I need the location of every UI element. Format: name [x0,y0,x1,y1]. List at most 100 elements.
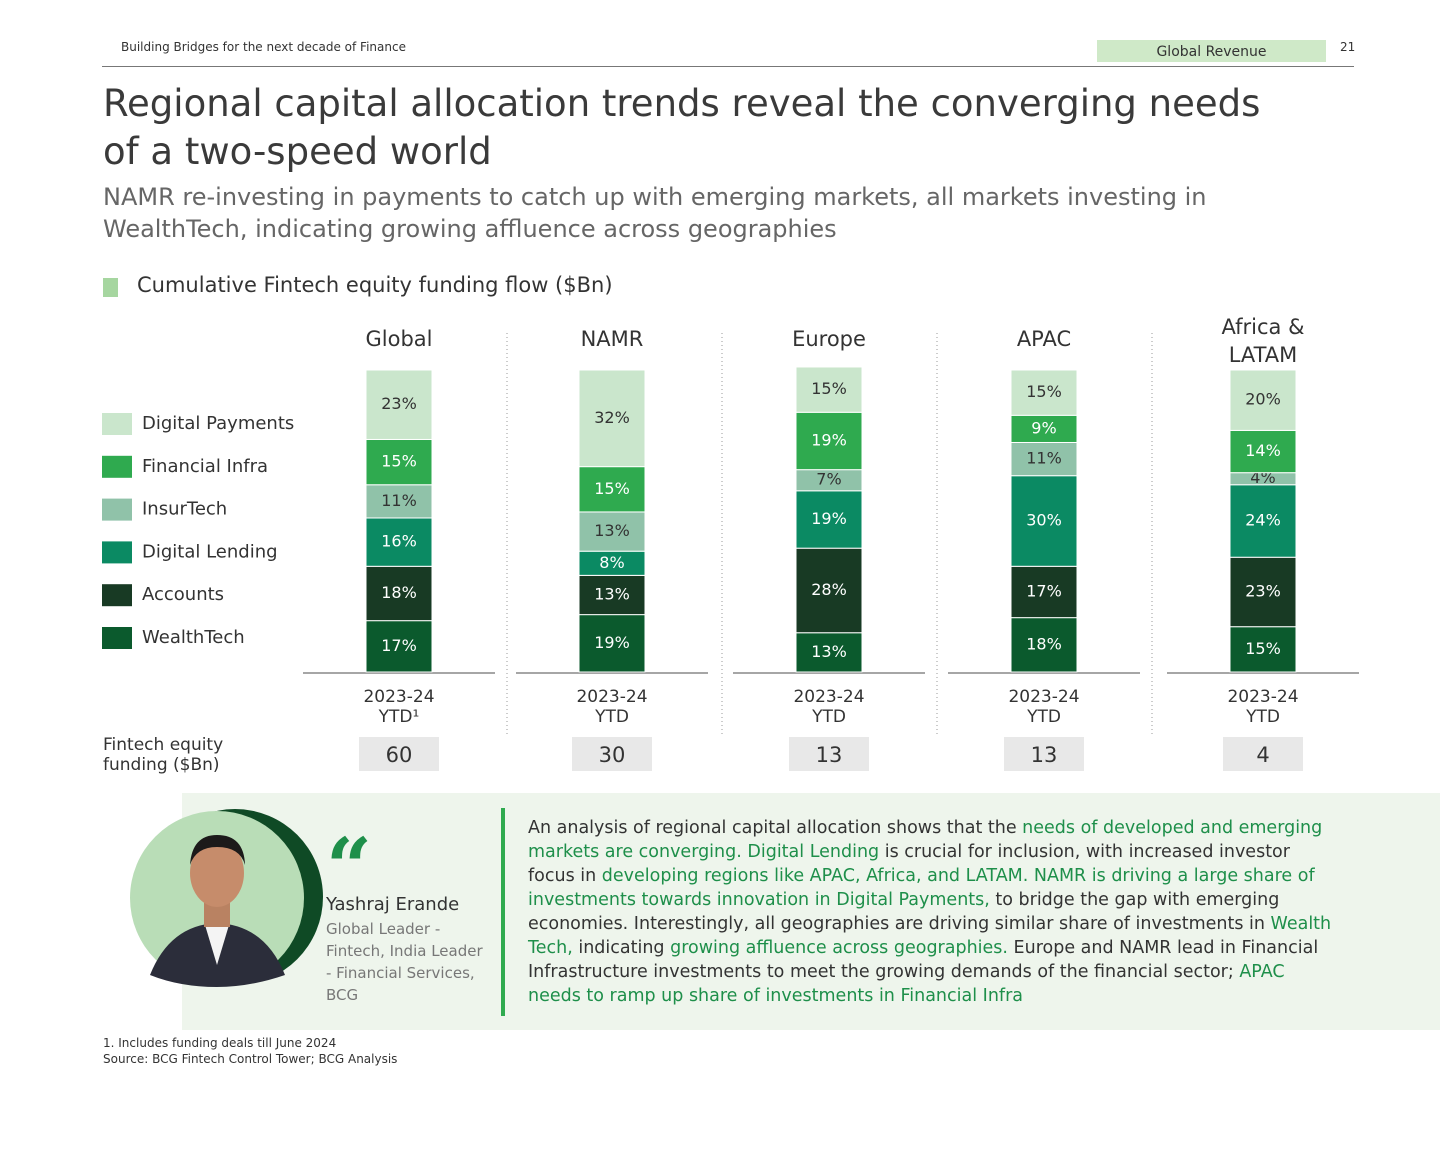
segment-label: 7% [816,470,841,489]
segment-label: 15% [811,379,847,398]
segment-label: 11% [1026,449,1062,468]
segment-label: 13% [594,584,630,603]
paragraph-segment: An analysis of regional capital allocati… [528,818,1023,838]
paragraph-segment: Wealth Tech, [528,914,1332,958]
region-label: NAMR [580,327,644,351]
legend-swatch [102,584,132,607]
funding-value: 30 [572,737,652,771]
legend-swatch [102,498,132,521]
segment-label: 19% [594,633,630,652]
paragraph-segment: growing affluence across geographies. [670,938,1008,958]
header-rule [102,66,1354,67]
segment-label: 18% [381,583,417,602]
legend-swatch [102,541,132,564]
segment-label: 16% [381,532,417,551]
paragraph-segment: APAC needs to ramp up share of investmen… [528,962,1285,1006]
legend-swatch [102,455,132,478]
bar-segment [795,490,863,549]
chart-title-marker [103,278,118,297]
legend-swatch [102,627,132,649]
paragraph-segment: is crucial for inclusion, with increased… [528,842,1290,886]
legend-label: WealthTech [142,627,245,648]
quote-panel [182,793,1440,1030]
title: Regional capital allocation trends revea… [103,82,1261,173]
bar-segment [1010,565,1078,619]
segment-label: 8% [599,553,624,572]
paragraph-segment: to bridge the gap with emerging economie… [528,890,1280,934]
segment-label: 15% [594,479,630,498]
segment-label: 24% [1245,511,1281,530]
paragraph-segment: Europe and NAMR lead in Financial Infras… [528,938,1319,982]
segment-label: 11% [381,491,417,510]
bar-segment [578,466,646,513]
segment-label: 32% [594,408,630,427]
segment-label: 23% [381,394,417,413]
footnote: 1. Includes funding deals till June 2024 [103,1036,337,1050]
page-number: 21 [1340,40,1356,54]
quote-name: Yashraj Erande [326,894,460,915]
period-label: 2023-24 YTD [1227,687,1299,727]
segment-label: 28% [811,580,847,599]
quote-paragraph: An analysis of regional capital allocati… [528,816,1338,1008]
legend-label: Financial Infra [142,456,268,477]
bar-segment [1010,369,1078,416]
bar-segment [365,369,433,440]
segment-label: 14% [1245,441,1281,460]
segment-label: 15% [381,452,417,471]
segment-label: 18% [1026,634,1062,653]
paragraph-segment: indicating [572,938,671,958]
funding-value: 13 [789,737,869,771]
legend-label: Accounts [142,584,224,605]
bar-segment [1229,556,1297,628]
chart-title: Cumulative Fintech equity funding flow (… [137,273,613,297]
bar-segment [578,574,646,616]
segment-label: 19% [811,430,847,449]
paragraph-segment: developing regions like APAC, Africa, an… [528,866,1315,910]
segment-label: 15% [1026,382,1062,401]
segment-label: 20% [1245,390,1281,409]
quote-rule [501,808,505,1016]
bar-segment [795,632,863,673]
period-label: 2023-24 YTD [576,687,648,727]
region-label: APAC [1016,327,1072,351]
funding-label: Fintech equity funding ($Bn) [103,735,224,775]
bar-segment [578,369,646,468]
period-label: 2023-24 YTD [793,687,865,727]
legend-label: InsurTech [142,499,227,520]
bar-segment [1010,414,1078,443]
segment-label: 13% [594,521,630,540]
bar-segment [795,411,863,471]
funding-value: 60 [359,737,439,771]
funding-value: 13 [1004,737,1084,771]
section-tag: Global Revenue [1097,40,1326,62]
bar-segment [1010,617,1078,673]
bar-segment [578,511,646,552]
bar-segment [1229,626,1297,673]
bar-segment [1229,484,1297,558]
segment-label: 9% [1031,418,1056,437]
running-title: Building Bridges for the next decade of … [121,40,406,54]
legend-swatch [102,413,132,435]
bar-segment [365,438,433,486]
segment-label: 17% [381,636,417,655]
segment-label: 23% [1245,581,1281,600]
legend-label: Digital Payments [142,413,294,434]
portrait [130,809,323,987]
segment-label: 30% [1026,511,1062,530]
paragraph-segment: needs of developed and emerging markets … [528,818,1323,862]
period-label: 2023-24 YTD [1008,687,1080,727]
region-label: Europe [792,327,866,351]
segment-label: 15% [1245,639,1281,658]
quote-mark: “ [326,820,373,914]
bar-segment [578,550,646,576]
region-label: Global [365,327,433,351]
segment-label: 19% [811,509,847,528]
bar-segment [1229,369,1297,431]
period-label: 2023-24 YTD¹ [363,687,435,727]
quote-role: Global Leader - Fintech, India Leader - … [326,920,483,1004]
source: Source: BCG Fintech Control Tower; BCG A… [103,1052,398,1066]
funding-value: 4 [1223,737,1303,771]
region-label: Africa & LATAM [1221,315,1305,367]
chart: Digital Payments Financial Infra InsurTech… [102,333,1359,735]
